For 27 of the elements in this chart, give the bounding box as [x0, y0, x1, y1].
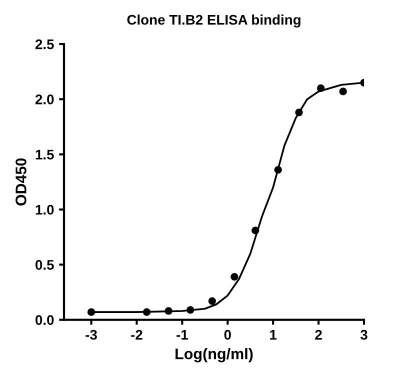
point: [274, 166, 282, 174]
y-axis-title: OD450: [16, 158, 26, 206]
chart-title: Clone TI.B2 ELISA binding: [127, 14, 300, 28]
x-tick-label: -1: [176, 330, 188, 340]
y-tick-label: 1.0: [36, 204, 54, 215]
point: [87, 308, 96, 316]
y-tick-label: 0.5: [36, 260, 54, 270]
point: [252, 226, 260, 234]
x-tick-label: 0: [224, 330, 231, 340]
y-tick-label: 2.0: [35, 94, 54, 104]
x-tick-label: 3: [360, 330, 368, 340]
point: [142, 308, 151, 316]
point: [186, 306, 194, 314]
point: [339, 88, 347, 96]
y-tick-label: 0.0: [36, 315, 54, 325]
point: [230, 272, 238, 281]
x-tick-label: 2: [315, 330, 322, 340]
point: [295, 108, 303, 116]
y-tick-label: 2.5: [35, 39, 54, 50]
point: [164, 307, 172, 315]
point: [317, 84, 325, 92]
x-tick-label: 1: [270, 330, 277, 340]
x-tick-label: -3: [86, 330, 97, 340]
point: [208, 297, 216, 305]
x-tick-label: -2: [131, 330, 142, 340]
y-tick-label: 1.5: [36, 150, 54, 160]
x-axis-title: Log(ng/ml): [176, 348, 253, 362]
